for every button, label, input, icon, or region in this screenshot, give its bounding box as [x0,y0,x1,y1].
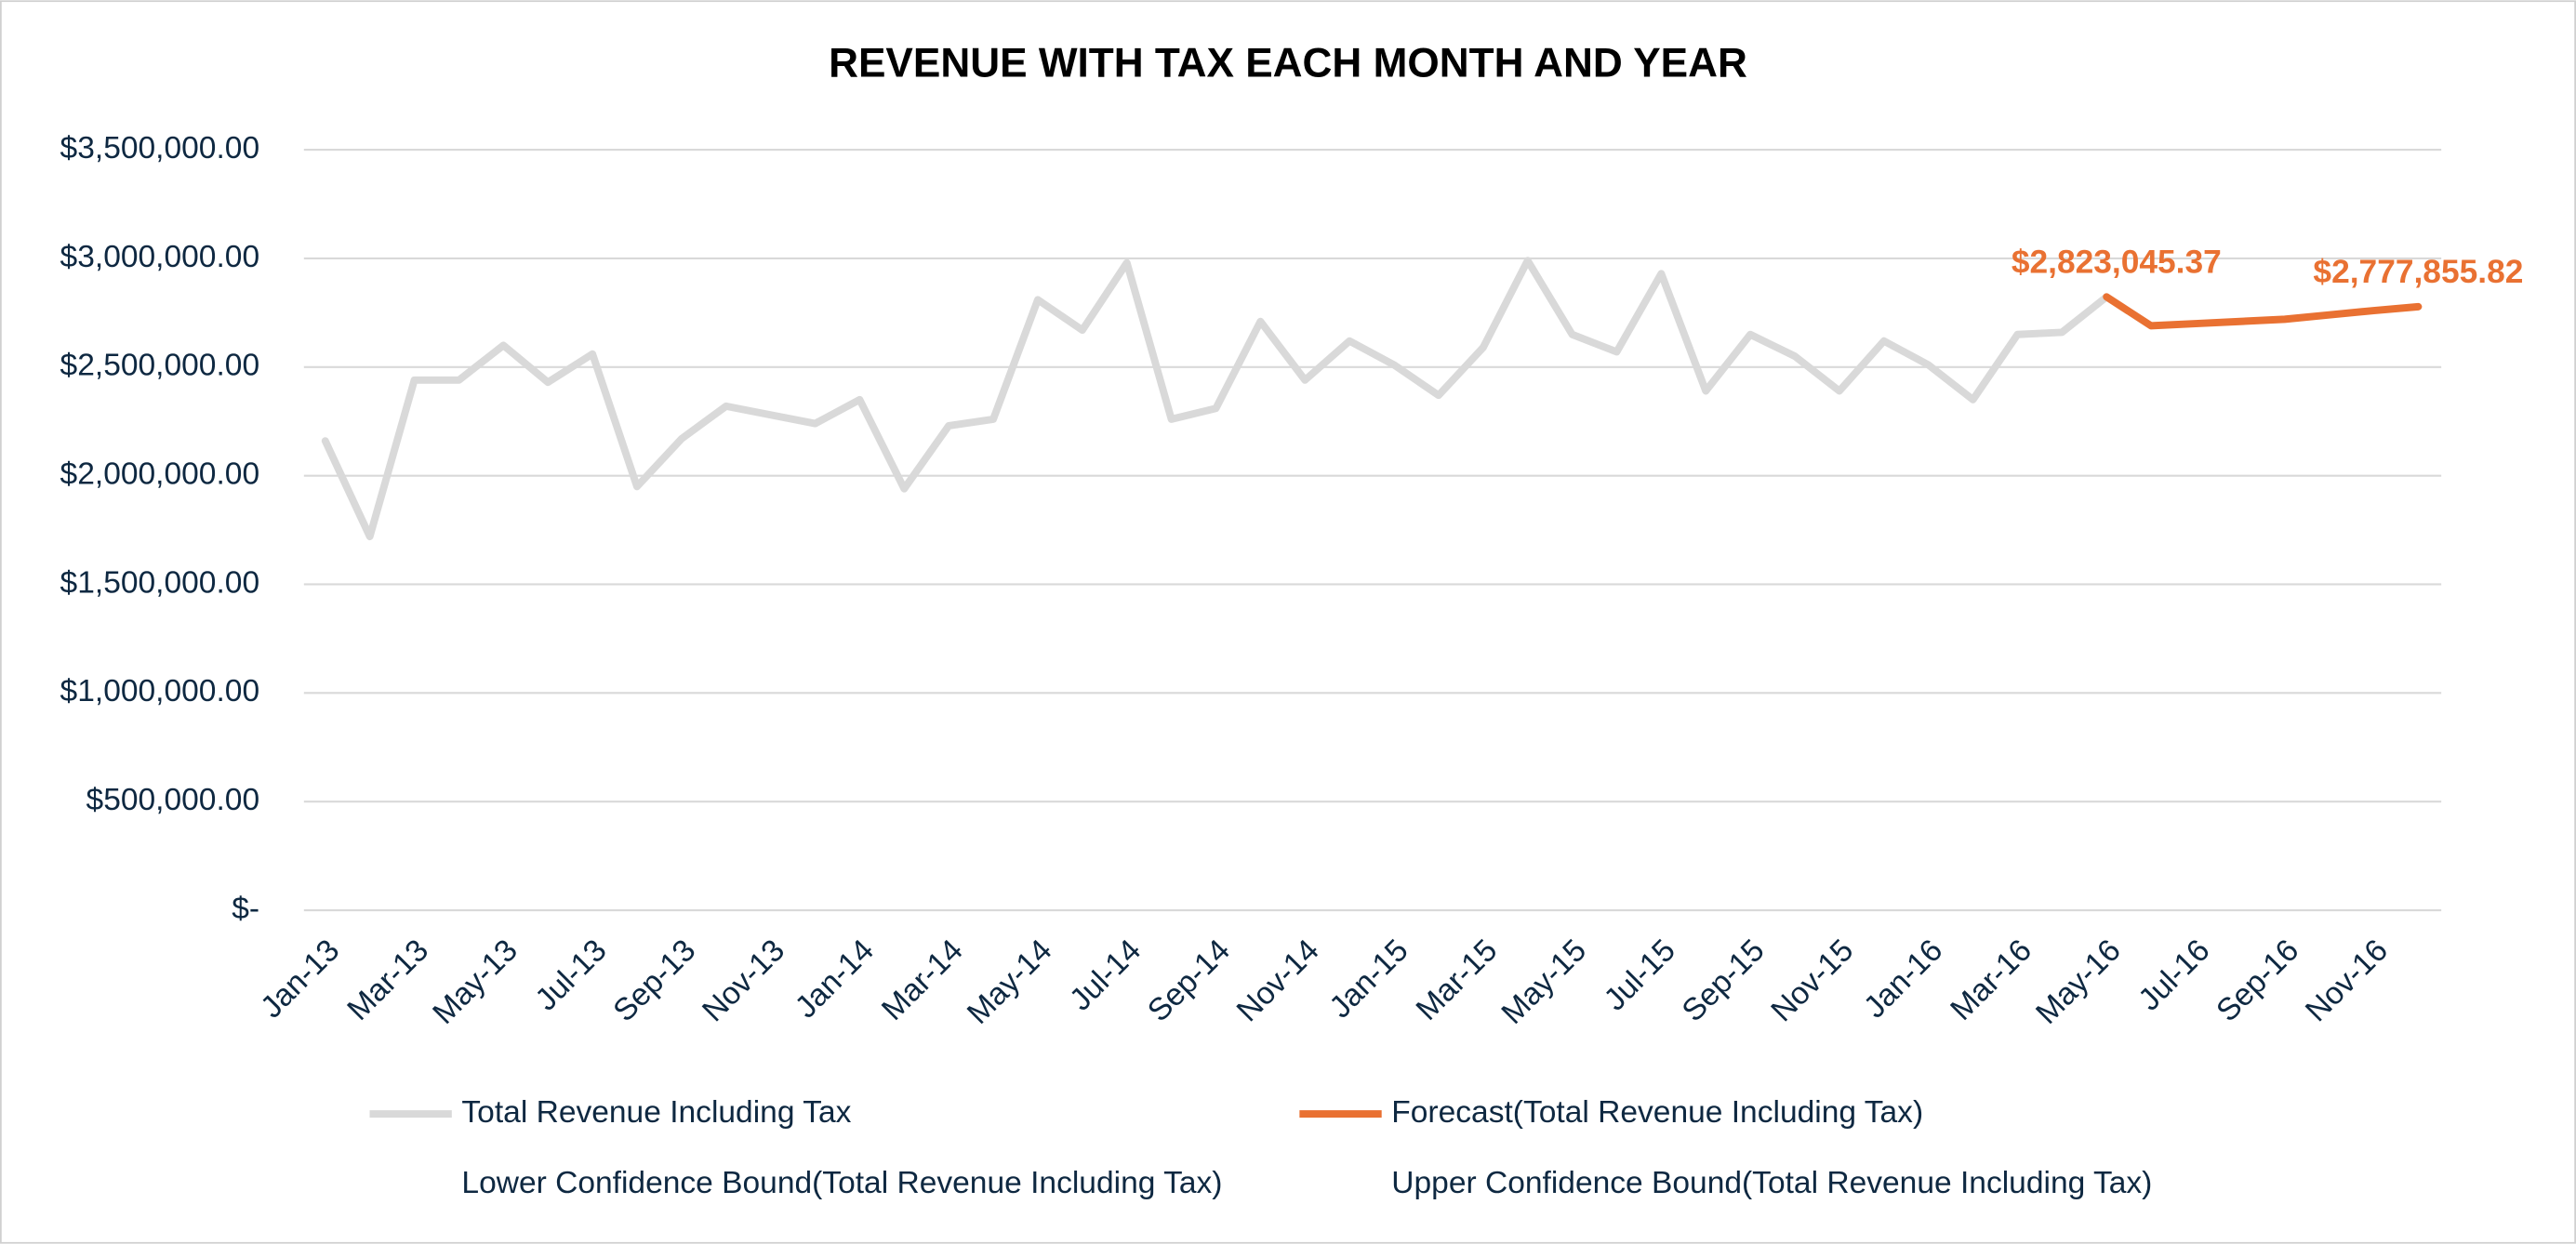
y-tick-label: $500,000.00 [86,783,260,817]
y-tick-label: $2,000,000.00 [60,457,260,492]
y-tick-label: $3,500,000.00 [60,131,260,165]
series-line [2103,293,2423,330]
y-tick-label: $1,500,000.00 [60,565,260,600]
y-tick-label: $3,000,000.00 [60,240,260,274]
legend-label: Lower Confidence Bound(Total Revenue Inc… [461,1166,1222,1200]
legend-label: Forecast(Total Revenue Including Tax) [1391,1095,1923,1130]
legend-label: Total Revenue Including Tax [461,1095,851,1130]
y-tick-label: $2,500,000.00 [60,349,260,383]
y-tick-label: $1,000,000.00 [60,674,260,708]
legend-label: Upper Confidence Bound(Total Revenue Inc… [1391,1166,2152,1200]
series-line [321,257,2111,541]
data-label: $2,777,855.82 [2313,254,2523,290]
y-tick-label: $- [232,892,259,926]
data-label: $2,823,045.37 [2012,244,2222,280]
chart-title: REVENUE WITH TAX EACH MONTH AND YEAR [829,41,1747,86]
